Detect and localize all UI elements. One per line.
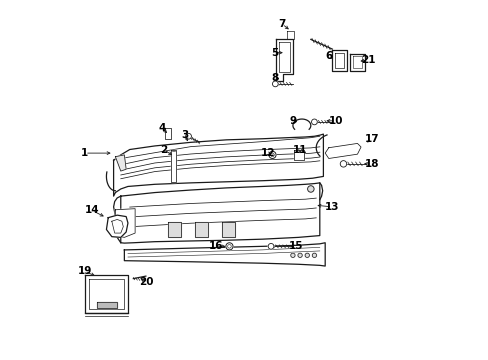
Text: 4: 4 [158, 123, 165, 133]
Polygon shape [85, 275, 128, 313]
Polygon shape [222, 222, 234, 237]
Circle shape [290, 253, 294, 257]
Polygon shape [115, 155, 126, 171]
Circle shape [305, 253, 309, 257]
Polygon shape [164, 128, 171, 139]
Polygon shape [276, 40, 292, 81]
Text: 8: 8 [271, 73, 278, 83]
Text: 13: 13 [325, 202, 339, 212]
Circle shape [267, 243, 273, 249]
Polygon shape [293, 149, 303, 160]
Circle shape [340, 161, 346, 167]
Polygon shape [115, 209, 135, 237]
Circle shape [297, 253, 302, 257]
Polygon shape [121, 183, 319, 243]
Polygon shape [168, 222, 181, 237]
Text: 17: 17 [364, 134, 378, 144]
Text: 20: 20 [139, 277, 153, 287]
Text: 1: 1 [81, 148, 88, 158]
Text: 10: 10 [328, 116, 343, 126]
Circle shape [312, 253, 316, 257]
Circle shape [311, 119, 317, 125]
Text: 12: 12 [260, 148, 274, 158]
Text: 9: 9 [289, 116, 296, 126]
Circle shape [268, 151, 276, 158]
Polygon shape [195, 222, 207, 237]
Text: 14: 14 [84, 206, 99, 216]
Text: 19: 19 [78, 266, 92, 276]
Text: 11: 11 [292, 144, 306, 154]
Circle shape [225, 243, 233, 250]
Text: 7: 7 [278, 19, 285, 29]
Polygon shape [124, 243, 325, 266]
Polygon shape [113, 134, 323, 196]
Text: 3: 3 [182, 130, 188, 140]
Polygon shape [332, 50, 346, 71]
Text: 21: 21 [360, 55, 375, 65]
Polygon shape [325, 143, 360, 158]
Polygon shape [106, 215, 128, 237]
Text: 18: 18 [364, 159, 378, 169]
Text: 5: 5 [271, 48, 278, 58]
Circle shape [185, 134, 191, 139]
Polygon shape [171, 149, 176, 182]
Polygon shape [349, 54, 364, 71]
Text: 6: 6 [325, 51, 332, 61]
Circle shape [272, 81, 278, 87]
Polygon shape [286, 31, 293, 40]
Text: 2: 2 [160, 144, 167, 154]
Circle shape [307, 186, 313, 192]
Text: 16: 16 [208, 241, 223, 251]
Polygon shape [97, 302, 117, 309]
Text: 15: 15 [289, 241, 303, 251]
